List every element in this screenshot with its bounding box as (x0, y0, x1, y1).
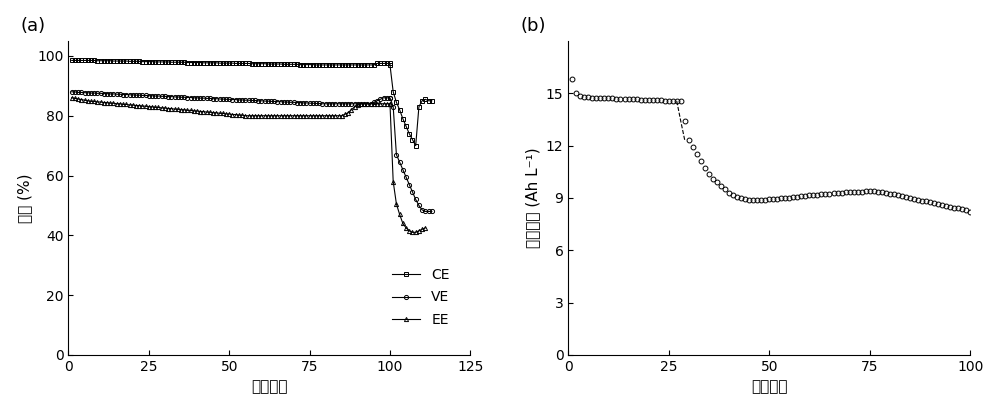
CE (342, 62, 354, 67)
CE (107, 58, 119, 63)
X-axis label: 循环圈数: 循环圈数 (251, 379, 288, 394)
VE (300, 100, 312, 105)
VE (342, 102, 354, 106)
EE (307, 113, 319, 118)
Line: VE: VE (70, 90, 434, 213)
VE (426, 209, 438, 214)
Line: CE: CE (70, 58, 434, 148)
Text: (a): (a) (20, 17, 45, 35)
EE (410, 230, 422, 235)
EE (191, 109, 203, 113)
VE (169, 95, 181, 99)
Legend: CE, VE, EE: CE, VE, EE (387, 263, 455, 332)
EE (265, 113, 277, 118)
EE (323, 113, 335, 118)
Y-axis label: 效率 (%): 效率 (%) (17, 173, 32, 223)
VE (419, 209, 431, 214)
VE (107, 92, 119, 97)
CE (169, 60, 181, 65)
CE (410, 143, 422, 148)
CE (165, 60, 177, 65)
Text: (b): (b) (520, 17, 546, 35)
EE (419, 225, 431, 230)
EE (342, 110, 354, 115)
EE (406, 230, 418, 235)
CE (66, 58, 78, 63)
CE (300, 62, 312, 67)
Line: EE: EE (70, 96, 427, 234)
CE (207, 60, 219, 65)
VE (165, 94, 177, 99)
CE (426, 98, 438, 103)
VE (66, 89, 78, 94)
VE (207, 96, 219, 101)
Y-axis label: 放电容量 (Ah L⁻¹): 放电容量 (Ah L⁻¹) (525, 148, 540, 248)
EE (66, 95, 78, 100)
X-axis label: 循环圈数: 循环圈数 (751, 379, 787, 394)
